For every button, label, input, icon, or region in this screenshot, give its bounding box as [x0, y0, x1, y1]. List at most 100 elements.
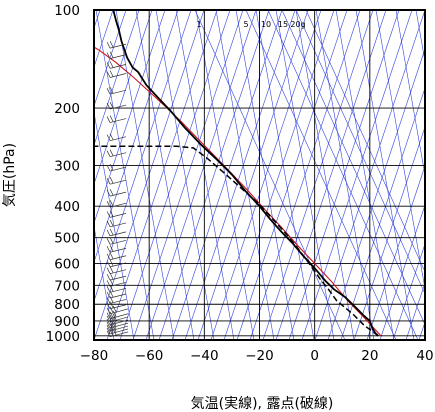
wind-barb-feather: [106, 286, 111, 293]
wind-barb-feather: [106, 211, 111, 218]
wind-barb-staff: [109, 118, 127, 123]
wind-barb-feather: [109, 177, 114, 184]
wind-barb-feather: [106, 291, 111, 299]
mixing-ratio-labels: 1 5 10 15 20g: [196, 20, 305, 29]
wind-barb-staff: [109, 313, 129, 320]
wind-barb: [106, 210, 127, 218]
mixing-ratio-label: 20g: [290, 20, 305, 29]
wind-barb-feather: [109, 317, 114, 325]
wind-barb-feather: [106, 88, 111, 95]
x-tick-label: 20: [361, 348, 378, 364]
wind-barb-staff: [109, 191, 127, 197]
wind-barb-feather: [106, 229, 111, 237]
wind-barb: [106, 259, 127, 268]
wind-barb-feather: [109, 163, 114, 171]
wind-barb: [106, 87, 127, 95]
wind-barb-feather: [106, 324, 111, 332]
wind-barb-feather: [109, 252, 114, 259]
wind-barb-staff: [109, 269, 127, 275]
wind-barb-staff: [109, 328, 129, 335]
wind-barb-feather: [109, 259, 114, 267]
wind-barb-feather: [112, 310, 117, 317]
x-tick-label: −20: [245, 348, 274, 364]
wind-barb: [106, 305, 129, 315]
wind-barb-feather: [109, 87, 114, 94]
wind-barb-feather: [106, 189, 111, 197]
wind-barb-feather: [109, 301, 114, 308]
wind-barb-staff: [109, 202, 127, 208]
wind-barb: [106, 296, 127, 304]
wind-barb: [106, 219, 127, 228]
wind-barb-feather: [106, 312, 111, 319]
wind-barb-staff: [109, 319, 129, 326]
wind-barb-staff: [109, 255, 127, 261]
wind-barb-staff: [109, 322, 129, 329]
wind-barb-staff: [109, 262, 127, 268]
x-tick-label: −40: [190, 348, 219, 364]
wind-barb-feather: [106, 307, 111, 314]
wind-barb-feather: [106, 201, 111, 208]
wind-barb-feather: [106, 315, 111, 323]
isotherm-line: [94, 10, 140, 146]
wind-barb-staff: [109, 213, 127, 218]
wind-barb: [106, 115, 127, 123]
wind-barb-feather: [106, 302, 111, 309]
wind-barb-staff: [109, 104, 127, 110]
wind-barb: [106, 149, 127, 158]
wind-barb-feather: [106, 116, 111, 123]
y-tick-label: 400: [54, 199, 80, 215]
wind-barb-staff: [109, 239, 127, 245]
wind-barb: [106, 313, 129, 323]
wind-barb: [106, 200, 127, 208]
wind-barb-feather: [109, 314, 114, 322]
wind-barb-feather: [106, 238, 111, 245]
isotherm-line: [94, 10, 179, 263]
x-axis-title: 気温(実線), 露点(破線): [191, 396, 334, 412]
y-tick-label: 100: [54, 3, 80, 19]
wind-barb-staff: [109, 325, 129, 332]
wind-barb: [106, 188, 127, 197]
wind-barb-feather: [109, 40, 114, 48]
wind-barb-feather: [109, 219, 114, 227]
wind-barb-staff: [109, 287, 127, 293]
wind-barb-staff: [109, 43, 127, 49]
dewpoint-line: [94, 145, 379, 337]
wind-barb-feather: [106, 41, 111, 49]
wind-barb-feather: [106, 164, 111, 172]
wind-barb-feather: [109, 245, 114, 252]
wind-barb-feather: [109, 51, 114, 58]
y-tick-label: 600: [54, 257, 80, 273]
wind-barb-staff: [109, 136, 127, 141]
wind-barb-feather: [109, 101, 114, 109]
temperature-line: [112, 10, 379, 337]
wind-barb: [106, 237, 127, 245]
wind-barb: [106, 61, 127, 69]
wind-barb-staff: [109, 299, 127, 304]
wind-barb-feather: [106, 321, 111, 329]
y-tick-label: 1000: [46, 329, 80, 345]
wind-barb-staff: [109, 275, 127, 281]
wind-barb-feather: [106, 220, 111, 228]
wind-barb-staff: [109, 152, 127, 158]
wind-barb-feather: [112, 313, 117, 321]
wind-barb-feather: [112, 305, 117, 312]
wind-barb-staff: [109, 166, 127, 172]
wind-barb: [106, 70, 127, 78]
wind-barb-feather: [109, 188, 114, 196]
mixing-ratio-label: 10: [261, 20, 271, 29]
wind-barb-staff: [109, 179, 127, 185]
wind-barb-feather: [109, 228, 114, 236]
y-tick-label: 300: [54, 158, 80, 174]
wind-barb: [106, 245, 127, 253]
y-tick-label: 700: [54, 278, 80, 294]
wind-barb-feather: [106, 327, 111, 335]
wind-barb-feather: [109, 115, 114, 122]
wind-barb-feather: [106, 52, 111, 59]
grid: [93, 9, 426, 340]
wind-barb-feather: [106, 134, 111, 141]
wind-barb-feather: [106, 102, 111, 110]
wind-barb-feather: [109, 272, 114, 280]
x-tick-label: 0: [310, 348, 319, 364]
mixing-ratio-label: 1: [196, 20, 201, 29]
